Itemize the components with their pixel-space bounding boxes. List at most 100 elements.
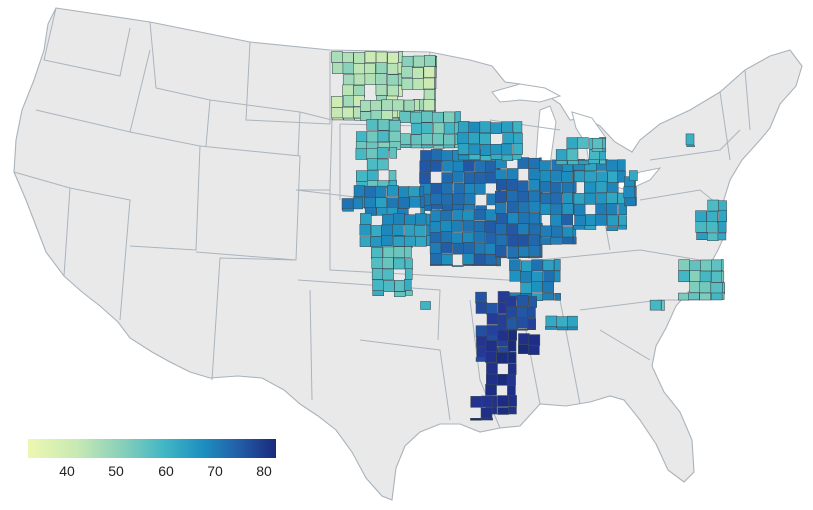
county-cell-illinois (494, 190, 507, 203)
county-cell-kentucky-west (531, 281, 543, 293)
county-cell-kentucky-west (509, 259, 521, 271)
county-cell-indiana (561, 214, 574, 226)
county-cell-indiana (562, 226, 574, 238)
county-cell-illinois (495, 256, 508, 259)
county-cell-illinois (528, 223, 541, 236)
county-cell-north-dakota-minnesota-border (364, 73, 377, 85)
county-cell-tennessee-west (516, 306, 528, 319)
county-cell-alabama-north (567, 315, 578, 328)
county-cell-minnesota-south (356, 131, 368, 143)
county-cell-missouri (430, 210, 442, 222)
county-cell-north-dakota-minnesota-border (413, 55, 425, 68)
county-cell-michigan-south (566, 149, 579, 161)
county-cell-missouri (462, 232, 474, 244)
county-cell-missouri (496, 264, 501, 267)
county-cell-north-dakota-minnesota-border (331, 117, 344, 121)
county-cell-south-dakota-east (383, 280, 395, 292)
county-cell-north-dakota-minnesota-border (375, 51, 388, 64)
county-cell-kentucky-west (554, 259, 561, 271)
county-cell-illinois (507, 257, 520, 259)
county-cell-iowa (485, 161, 497, 173)
county-cell-missouri (484, 220, 496, 233)
county-cell-missouri (451, 220, 463, 232)
county-cell-south-dakota-east (377, 158, 389, 171)
county-cell-north-dakota-minnesota-border (401, 55, 414, 68)
county-cell-michigan-south (602, 138, 606, 150)
county-cell-north-dakota-minnesota-border (403, 99, 416, 112)
county-cell-minnesota-south (399, 133, 411, 145)
county-cell-north-dakota-minnesota-border (341, 106, 354, 119)
county-cell-michigan-south (592, 138, 604, 150)
county-cell-kentucky-west (509, 270, 522, 282)
county-cell-wisconsin-south (512, 121, 523, 133)
county-cell-illinois (506, 201, 519, 214)
county-cell-north-carolina-east (678, 259, 690, 271)
county-cell-indiana (550, 237, 562, 245)
county-cell-iowa (463, 160, 475, 172)
county-cell-minnesota-south (421, 110, 433, 123)
county-cell-kentucky-west (542, 259, 555, 272)
county-cell-ohio (606, 203, 618, 215)
county-cell-minnesota-south (411, 123, 423, 135)
county-cell-missouri (474, 221, 486, 233)
county-cell-louisiana-northeast (518, 344, 530, 354)
county-cell-maryland-delaware (706, 233, 719, 241)
county-cell-north-dakota-minnesota-border (435, 55, 438, 68)
county-cell-iowa (420, 150, 432, 162)
county-cell-tennessee-west (527, 306, 536, 319)
county-cell-ohio (584, 193, 597, 205)
county-cell-mississippi-delta (497, 395, 509, 407)
county-cell-illinois (518, 211, 530, 224)
county-cell-missouri (463, 264, 475, 266)
county-cell-nebraska (408, 186, 420, 198)
county-cell-ohio (573, 203, 586, 216)
county-cell-illinois (529, 179, 541, 191)
county-cell-south-dakota-east (389, 146, 398, 159)
county-cell-north-carolina-east (649, 299, 662, 311)
county-cell-tennessee-west (506, 318, 518, 330)
county-cell-missouri (473, 264, 485, 266)
county-cell-wisconsin-south (468, 154, 481, 160)
county-cell-wisconsin-south (501, 143, 513, 156)
county-cell-louisiana-northeast (528, 334, 541, 346)
county-cell-indiana (572, 236, 577, 245)
county-cell-missouri (485, 209, 497, 221)
county-cell-wisconsin-south (479, 121, 492, 133)
county-cell-arkansas-east (486, 325, 499, 337)
county-cell-new-york-central (420, 301, 431, 310)
county-cell-kentucky-west (542, 281, 554, 293)
county-cell-kansas (425, 213, 431, 226)
county-cell-iowa (419, 172, 431, 184)
county-cell-nebraska (364, 185, 376, 198)
county-cell-iowa (441, 193, 453, 206)
county-cell-north-dakota-minnesota-border (342, 62, 355, 74)
county-cell-nebraska (409, 195, 422, 208)
county-cell-illinois (507, 246, 519, 258)
county-cell-minnesota-south (355, 141, 368, 150)
county-cell-kansas (404, 235, 416, 247)
county-cell-mississippi-delta (485, 383, 497, 396)
county-cell-ohio (573, 225, 585, 230)
county-cell-north-carolina-east (722, 282, 725, 294)
county-cell-illinois (495, 234, 508, 247)
county-cell-south-dakota-east (365, 148, 378, 160)
county-cell-iowa (463, 204, 476, 210)
county-cell-michigan-south (555, 160, 568, 165)
county-cell-michigan-south (567, 160, 579, 165)
county-cell-illinois (517, 234, 530, 247)
county-cell-indiana (539, 181, 552, 193)
county-cell-north-dakota-minnesota-border (343, 95, 355, 107)
county-cell-nebraska (398, 186, 410, 198)
county-cell-north-dakota-minnesota-border (370, 110, 383, 120)
county-cell-north-carolina-east (721, 259, 724, 271)
county-cell-missouri (441, 254, 453, 266)
county-cell-north-dakota-minnesota-border (381, 110, 393, 120)
county-cell-nebraska (375, 185, 387, 198)
county-cell-minnesota-south (366, 131, 379, 143)
county-cell-kansas (370, 236, 382, 247)
county-cell-iowa (441, 172, 454, 184)
legend-color-bar (28, 439, 276, 458)
county-cell-illinois (507, 234, 519, 247)
county-cell-indiana (550, 203, 562, 216)
